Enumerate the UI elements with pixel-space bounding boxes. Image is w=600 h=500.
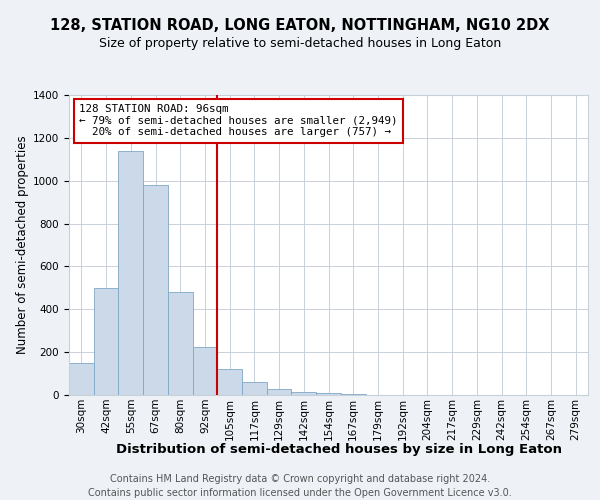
Bar [69,363,94,395]
Bar [267,388,292,395]
Bar [217,370,242,395]
Y-axis label: Number of semi-detached properties: Number of semi-detached properties [16,136,29,354]
Bar [193,347,217,395]
Text: 128, STATION ROAD, LONG EATON, NOTTINGHAM, NG10 2DX: 128, STATION ROAD, LONG EATON, NOTTINGHA… [50,18,550,32]
Bar [168,292,193,395]
Text: 128 STATION ROAD: 96sqm
← 79% of semi-detached houses are smaller (2,949)
  20% : 128 STATION ROAD: 96sqm ← 79% of semi-de… [79,104,398,137]
Bar [94,288,118,395]
Bar [118,150,143,395]
Text: Contains HM Land Registry data © Crown copyright and database right 2024.
Contai: Contains HM Land Registry data © Crown c… [88,474,512,498]
Bar [341,394,365,395]
Bar [292,392,316,395]
Text: Distribution of semi-detached houses by size in Long Eaton: Distribution of semi-detached houses by … [116,442,562,456]
Text: Size of property relative to semi-detached houses in Long Eaton: Size of property relative to semi-detach… [99,38,501,51]
Bar [316,394,341,395]
Bar [143,185,168,395]
Bar [242,382,267,395]
